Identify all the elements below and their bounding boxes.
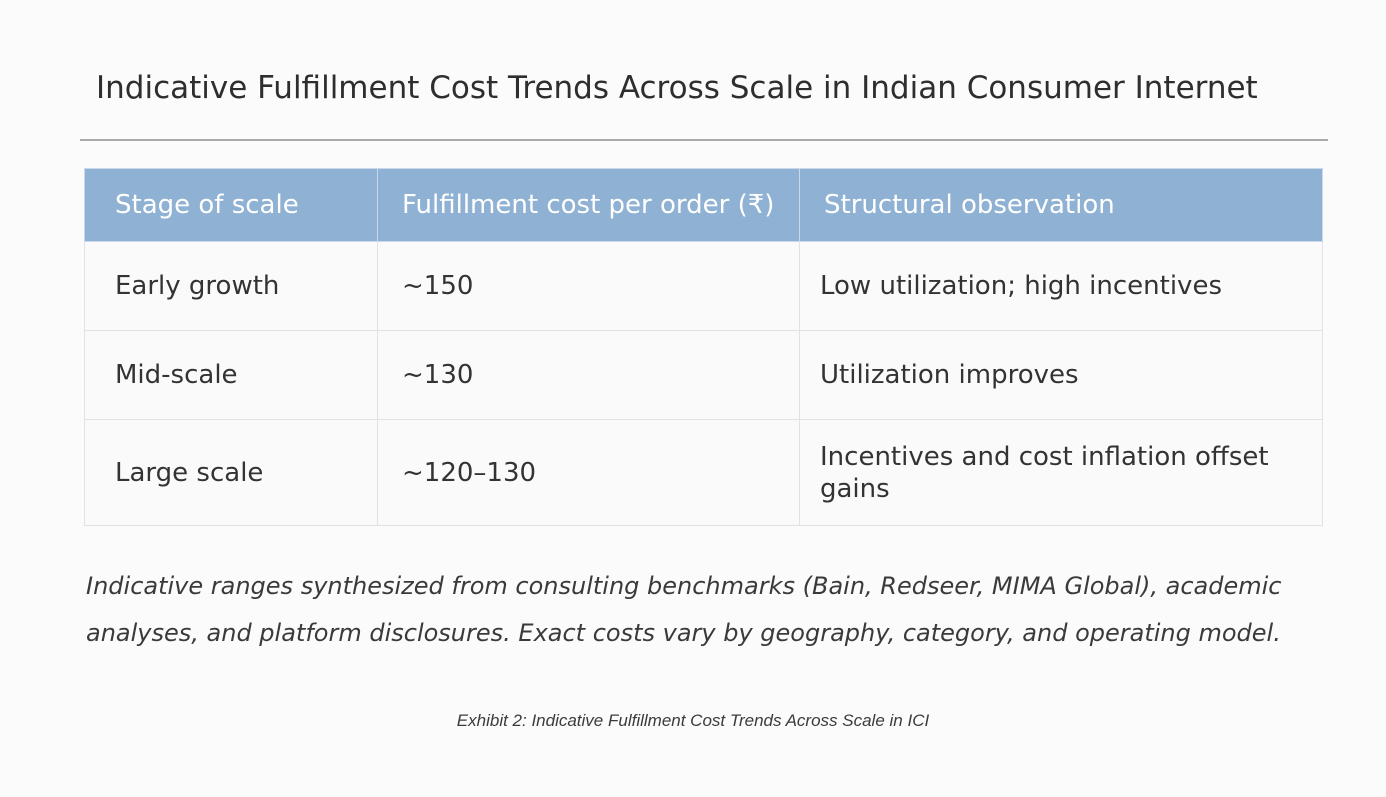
table-header-row: Stage of scale Fulfillment cost per orde… bbox=[84, 168, 1323, 242]
column-header-observation: Structural observation bbox=[799, 168, 1323, 242]
document-title: Indicative Fulfillment Cost Trends Acros… bbox=[96, 70, 1258, 106]
observation-cell: Incentives and cost inflation offset gai… bbox=[799, 419, 1323, 526]
exhibit-page: Indicative Fulfillment Cost Trends Acros… bbox=[80, 70, 1328, 647]
stage-cell: Early growth bbox=[84, 241, 378, 331]
title-divider bbox=[80, 139, 1328, 141]
stage-cell: Mid-scale bbox=[84, 330, 378, 420]
cost-trends-table: Stage of scale Fulfillment cost per orde… bbox=[84, 168, 1323, 526]
column-header-cost: Fulfillment cost per order (₹) bbox=[377, 168, 800, 242]
table-row: Mid-scale ~130 Utilization improves bbox=[84, 330, 1323, 420]
cost-cell: ~130 bbox=[377, 330, 800, 420]
stage-cell: Large scale bbox=[84, 419, 378, 526]
observation-cell: Utilization improves bbox=[799, 330, 1323, 420]
table-row: Large scale ~120–130 Incentives and cost… bbox=[84, 419, 1323, 526]
source-note: Indicative ranges synthesized from consu… bbox=[86, 572, 1282, 647]
cost-cell: ~150 bbox=[377, 241, 800, 331]
cost-cell: ~120–130 bbox=[377, 419, 800, 526]
table-row: Early growth ~150 Low utilization; high … bbox=[84, 241, 1323, 331]
observation-cell: Low utilization; high incentives bbox=[799, 241, 1323, 331]
column-header-stage: Stage of scale bbox=[84, 168, 378, 242]
exhibit-caption: Exhibit 2: Indicative Fulfillment Cost T… bbox=[456, 711, 930, 730]
